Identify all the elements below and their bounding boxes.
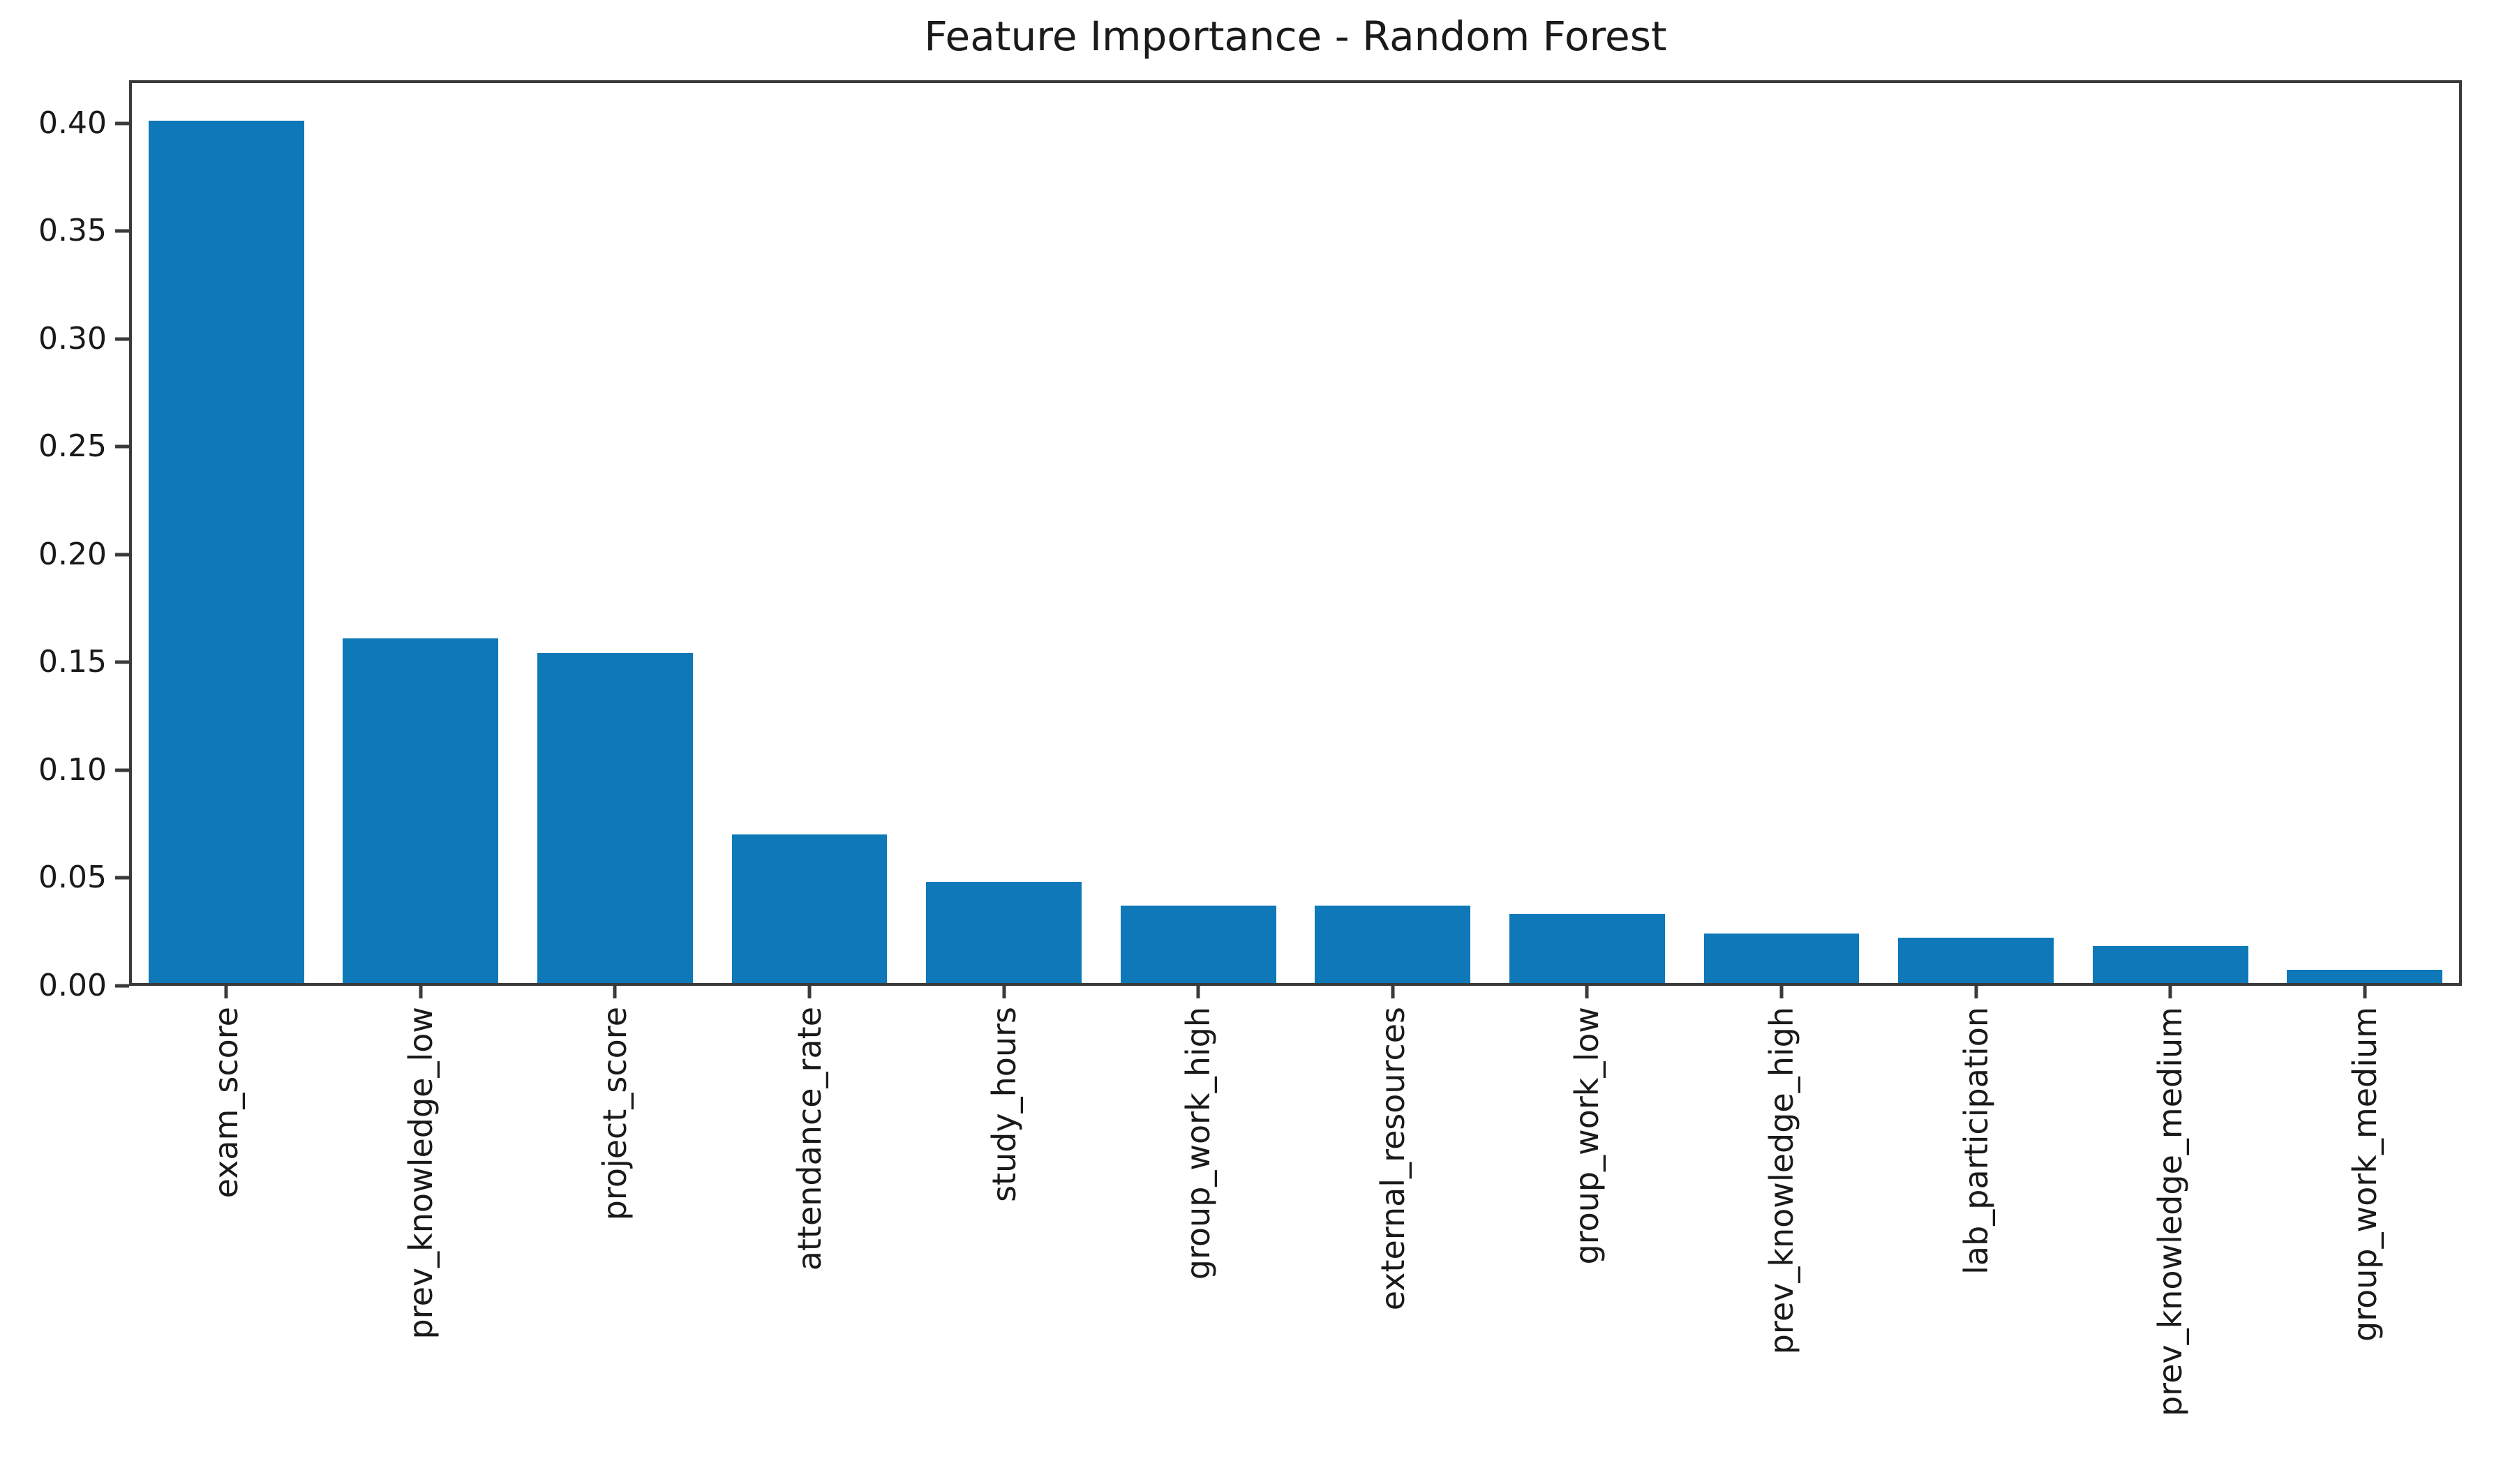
x-tick-label-prev_knowledge_high: prev_knowledge_high [1762, 1007, 1800, 1355]
bar-attendance_rate [731, 834, 888, 983]
y-tick-label-0.30: 0.30 [38, 320, 107, 357]
x-tick-mark [1974, 986, 1978, 998]
x-tick-mark [1779, 986, 1784, 998]
y-tick-label-0.40: 0.40 [38, 105, 107, 141]
x-tick-mark [419, 986, 423, 998]
y-tick-label-0.05: 0.05 [38, 860, 107, 896]
x-tick-mark [2363, 986, 2367, 998]
x-tick-label-group_work_high: group_work_high [1179, 1007, 1218, 1280]
bar-project_score [537, 653, 693, 983]
x-tick-mark [1196, 986, 1200, 998]
y-tick-label-0.00: 0.00 [38, 968, 107, 1003]
y-tick-mark [115, 229, 129, 233]
x-tick-label-exam_score: exam_score [207, 1007, 246, 1199]
y-tick-label-0.10: 0.10 [38, 751, 107, 788]
bar-study_hours [926, 881, 1082, 983]
plot-area [129, 80, 2462, 986]
y-tick-mark [115, 337, 129, 341]
y-tick-mark [115, 553, 129, 557]
y-tick-label-0.35: 0.35 [38, 213, 107, 249]
x-tick-mark [2168, 986, 2172, 998]
y-tick-label-0.25: 0.25 [38, 428, 107, 465]
x-tick-label-prev_knowledge_low: prev_knowledge_low [401, 1007, 440, 1340]
y-tick-mark [115, 876, 129, 880]
x-tick-label-lab_participation: lab_participation [1957, 1007, 1995, 1275]
bar-prev_knowledge_high [1703, 933, 1860, 983]
bar-lab_participation [1898, 938, 2054, 983]
x-tick-label-project_score: project_score [596, 1007, 634, 1221]
chart-title: Feature Importance - Random Forest [924, 13, 1667, 60]
bar-group_work_medium [2287, 970, 2443, 983]
x-tick-mark [807, 986, 812, 998]
x-tick-mark [1002, 986, 1006, 998]
bar-group_work_high [1120, 905, 1276, 983]
bar-group_work_low [1509, 914, 1665, 983]
y-tick-mark [115, 121, 129, 126]
x-tick-mark [613, 986, 617, 998]
bar-external_resources [1315, 905, 1471, 983]
bar-prev_knowledge_low [343, 638, 499, 983]
x-tick-label-attendance_rate: attendance_rate [791, 1007, 829, 1271]
y-tick-mark [115, 660, 129, 664]
x-tick-label-external_resources: external_resources [1373, 1007, 1412, 1311]
y-tick-mark [115, 444, 129, 449]
y-tick-label-0.20: 0.20 [38, 536, 107, 572]
x-tick-mark [1391, 986, 1395, 998]
x-tick-label-group_work_low: group_work_low [1568, 1007, 1606, 1265]
y-tick-label-0.15: 0.15 [38, 644, 107, 680]
y-tick-mark [115, 768, 129, 772]
bar-exam_score [148, 120, 304, 983]
y-tick-mark [115, 984, 129, 988]
x-tick-mark [1585, 986, 1589, 998]
x-tick-label-study_hours: study_hours [985, 1007, 1023, 1202]
x-tick-label-group_work_medium: group_work_medium [2345, 1007, 2384, 1342]
bar-prev_knowledge_medium [2092, 946, 2248, 983]
x-tick-mark [224, 986, 228, 998]
x-tick-label-prev_knowledge_medium: prev_knowledge_medium [2151, 1007, 2190, 1417]
